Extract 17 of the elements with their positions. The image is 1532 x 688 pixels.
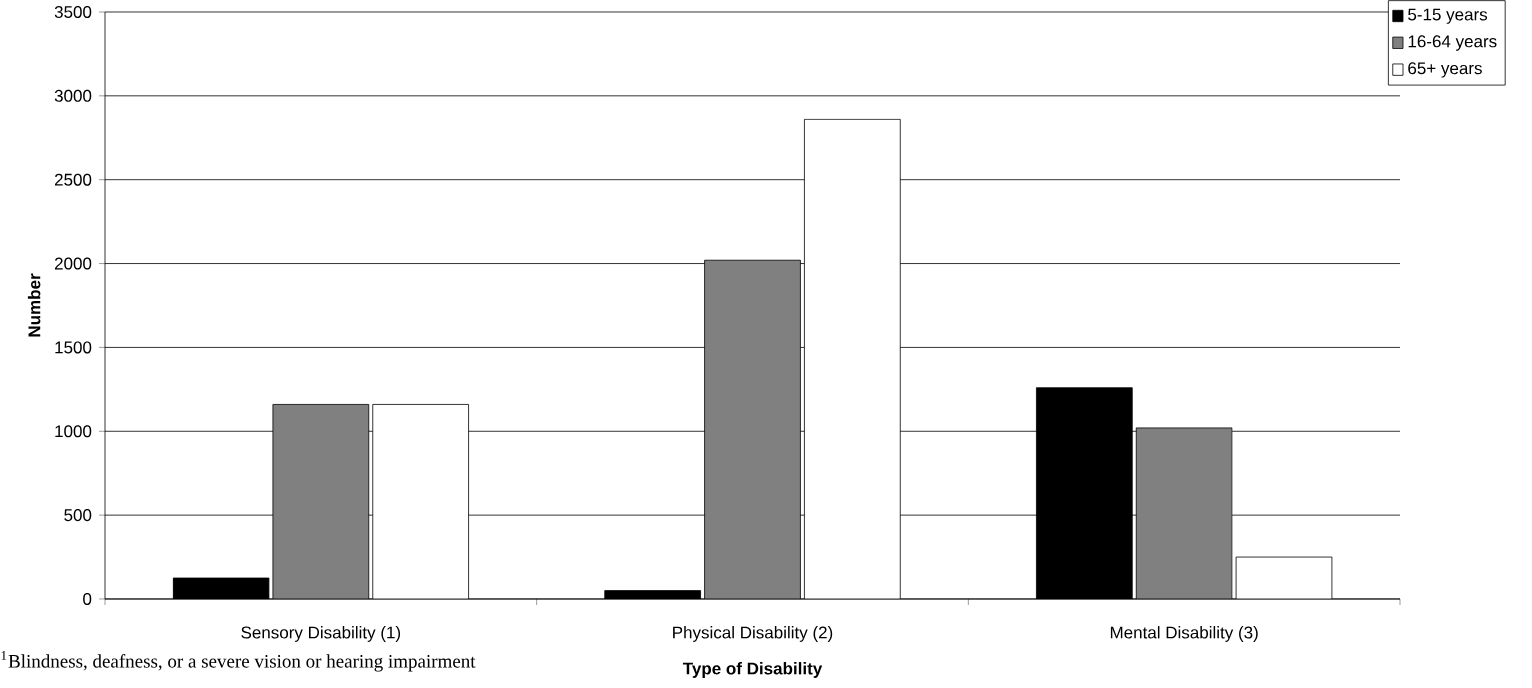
x-tick-label: Mental Disability (3) bbox=[1110, 626, 1258, 642]
y-tick-label: 1000 bbox=[55, 425, 92, 438]
x-tick-label: Sensory Disability (1) bbox=[241, 626, 401, 642]
legend-label: 65+ years bbox=[1408, 62, 1482, 78]
y-tick-label: 1500 bbox=[55, 341, 92, 354]
y-axis-title: Number bbox=[27, 273, 41, 337]
y-tick-label: 500 bbox=[64, 509, 92, 522]
y-tick-label: 2000 bbox=[54, 257, 92, 270]
y-tick-label: 2500 bbox=[54, 173, 92, 186]
x-tick-label: Physical Disability (2) bbox=[673, 626, 833, 642]
text: $^{1}$Blindness, deafness, or a severe vision or hearing impairment bbox=[1, 651, 476, 672]
legend-label: 16-64 years bbox=[1408, 35, 1497, 51]
y-tick-label: 0 bbox=[83, 592, 92, 605]
y-tick-label: 3500 bbox=[54, 5, 92, 18]
legend-label: 5-15 years bbox=[1408, 8, 1488, 24]
x-axis-title: Type of Disability bbox=[682, 662, 823, 678]
y-tick-label: 3000 bbox=[54, 89, 92, 102]
